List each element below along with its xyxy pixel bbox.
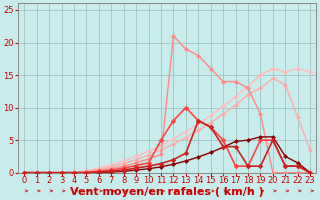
- X-axis label: Vent moyen/en rafales ( km/h ): Vent moyen/en rafales ( km/h ): [70, 187, 264, 197]
